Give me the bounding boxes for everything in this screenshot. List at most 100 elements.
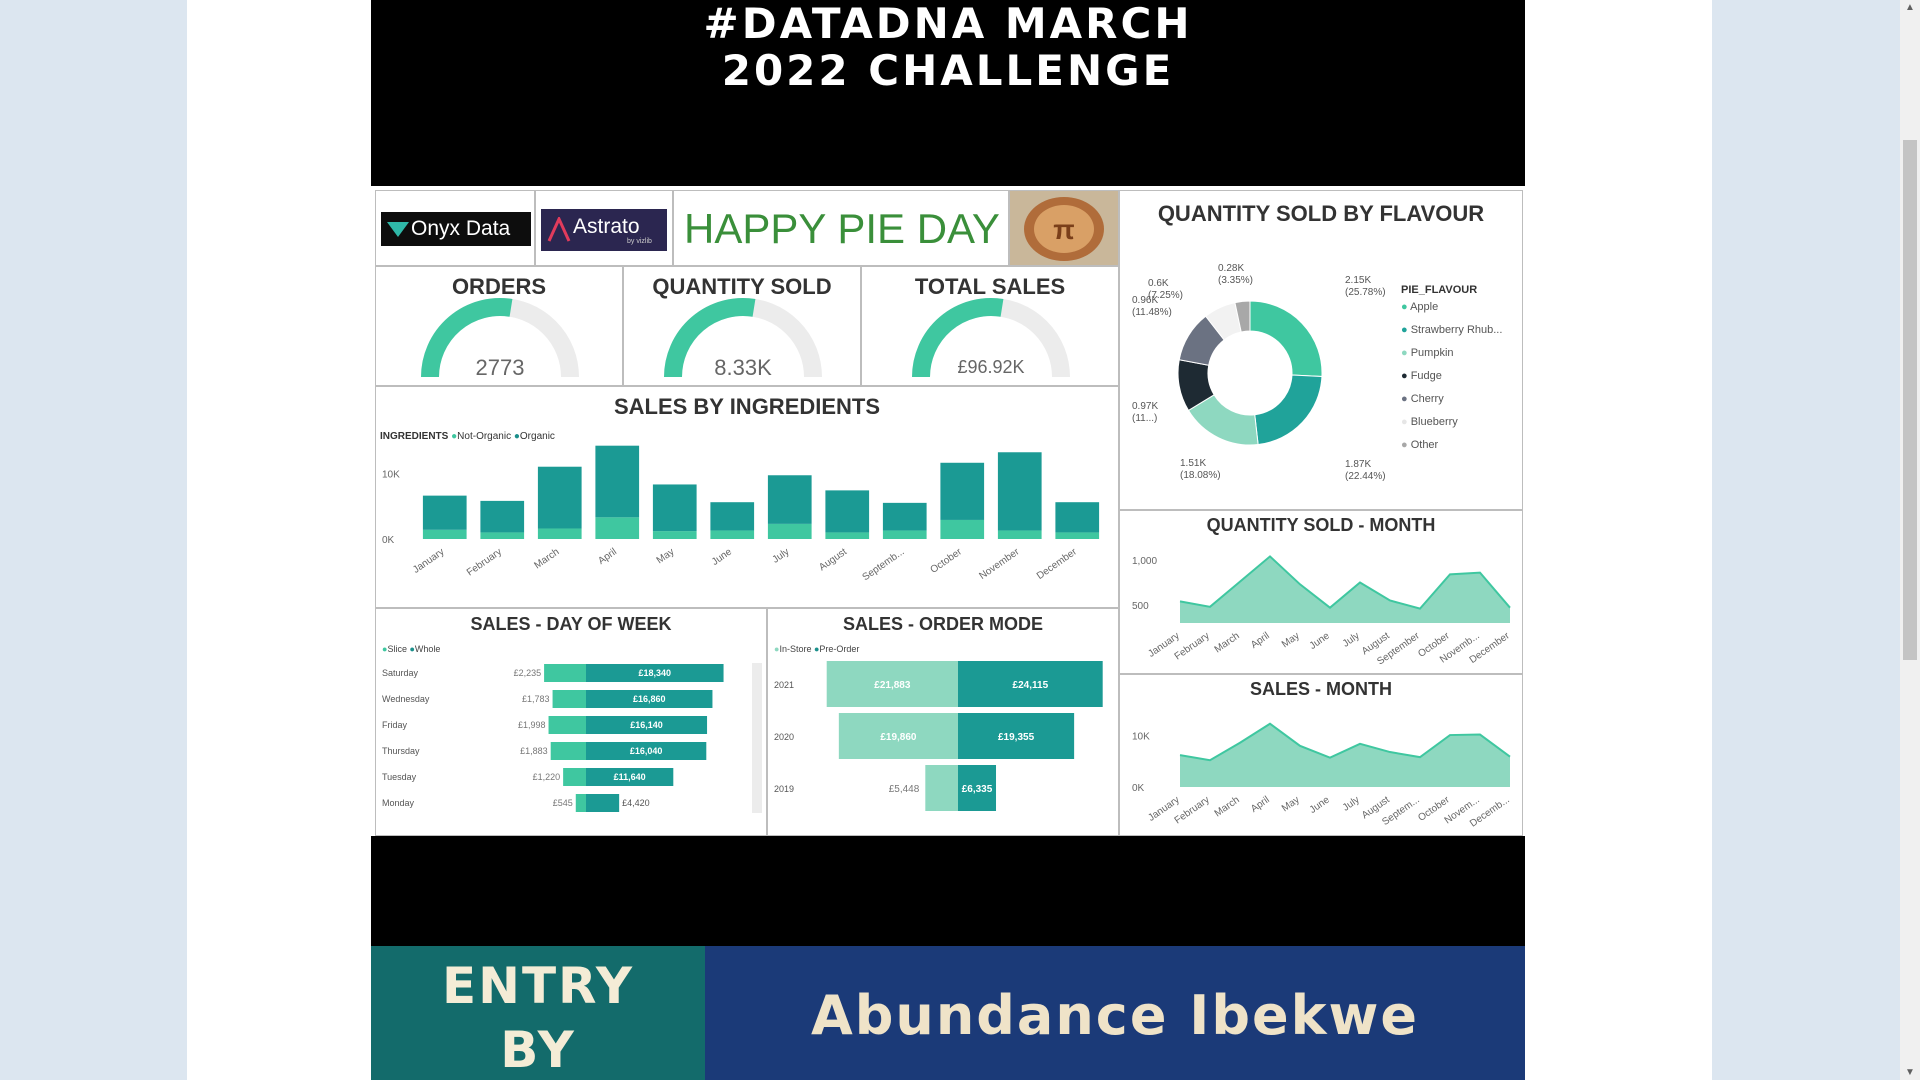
bar-organic	[537, 466, 582, 529]
day-of-week-bar-chart: Saturday £2,235 £18,340 Wednesday £1,783 £16,…	[382, 664, 724, 812]
legend-dot-whole: ●	[409, 644, 415, 654]
bar-slice-label: £2,235	[514, 668, 542, 678]
dashboard: Onyx Data Astrato by vizlib HAPPY PIE DA…	[371, 186, 1525, 836]
bar-pre-order	[958, 713, 1075, 759]
bar-slice	[548, 716, 586, 734]
category-label: Tuesday	[382, 772, 417, 782]
flavour-legend-item[interactable]: ● Strawberry Rhub...	[1401, 324, 1502, 347]
category-label: 2019	[774, 784, 794, 794]
legend-organic: Organic	[519, 431, 555, 442]
pie-image-cell: π	[1009, 190, 1119, 266]
orders-kpi-card: ORDERS 2773	[375, 266, 623, 386]
legend-pre-order: Pre-Order	[819, 644, 860, 654]
bar-not-organic	[480, 532, 525, 539]
bar-whole	[586, 690, 713, 708]
flavour-legend-label: Blueberry	[1410, 416, 1458, 428]
bar-whole-label: £18,340	[639, 668, 672, 678]
bar-organic	[1055, 502, 1100, 533]
flavour-legend-item[interactable]: ● Pumpkin	[1401, 347, 1502, 370]
bar-organic	[480, 500, 525, 533]
bar-slice	[550, 742, 586, 760]
flavour-legend-item[interactable]: ● Blueberry	[1401, 416, 1502, 439]
pie-image: π	[1010, 191, 1118, 265]
donut-slice-label-pct: (11.48%)	[1132, 307, 1172, 318]
ingredients-bar-chart: 10K 0K January February March April May June Jul…	[382, 445, 1100, 583]
bar-in-store-label: £21,883	[874, 680, 911, 691]
x-tick-label: December	[1035, 546, 1080, 582]
happy-pie-day-cell: HAPPY PIE DAY	[673, 190, 1009, 266]
legend-dot-not-organic: ●	[451, 431, 458, 442]
bar-in-store-label: £19,860	[880, 732, 917, 743]
bar-not-organic	[537, 528, 582, 539]
x-tick-label: July	[1341, 794, 1362, 813]
orders-kpi-value: 2773	[475, 355, 525, 380]
bar-whole	[586, 664, 724, 682]
flavour-legend-label: Pumpkin	[1410, 347, 1454, 359]
ingredients-legend-title: INGREDIENTS	[380, 431, 449, 442]
x-tick-label: May	[1280, 794, 1302, 814]
flavour-legend-item[interactable]: ● Fudge	[1401, 370, 1502, 393]
entry-line2: BY	[500, 1021, 576, 1079]
y-tick-label: 0K	[1132, 783, 1145, 794]
x-tick-label: March	[1213, 630, 1242, 655]
onyx-logo-cell: Onyx Data	[375, 190, 535, 266]
flavour-legend-item[interactable]: ● Cherry	[1401, 393, 1502, 416]
donut-slice-label: 0.28K (3.35%)	[1218, 263, 1253, 286]
bar-organic	[997, 452, 1042, 531]
scrollbar-thumb[interactable]	[1903, 140, 1917, 660]
donut-slice	[1234, 300, 1251, 333]
quantity-sold-gauge-fill	[664, 298, 756, 378]
flavour-legend-label: Strawberry Rhub...	[1410, 324, 1503, 336]
quantity-sold-kpi-card: QUANTITY SOLD 8.33K	[623, 266, 861, 386]
challenge-title-line2: 2022 CHALLENGE	[721, 46, 1175, 95]
legend-not-organic: Not-Organic	[457, 431, 512, 442]
bar-not-organic	[710, 530, 755, 539]
scroll-up-arrow-icon[interactable]: ▲	[1905, 2, 1915, 13]
bar-slice	[544, 664, 586, 682]
onyx-heart-icon	[387, 222, 409, 237]
orders-gauge-fill	[421, 298, 513, 378]
bar-whole-label: £4,420	[622, 798, 650, 808]
bar-not-organic	[595, 517, 640, 539]
y-tick-label: 1,000	[1132, 556, 1157, 567]
x-tick-label: April	[1249, 630, 1272, 650]
challenge-title-line1: #DATADNA MARCH	[703, 0, 1193, 48]
x-tick-label: October	[929, 546, 965, 576]
total-sales-kpi-card: TOTAL SALES £96.92K	[861, 266, 1119, 386]
x-tick-label: February	[465, 546, 504, 578]
flavour-donut-card: QUANTITY SOLD BY FLAVOUR 2.15K (25.78%) 1.…	[1119, 190, 1523, 510]
day-of-week-scrollbar[interactable]	[752, 663, 762, 813]
ingredients-card: SALES BY INGREDIENTS INGREDIENTS ●Not-Or…	[375, 386, 1119, 608]
challenge-title: #DATADNA MARCH 2022 CHALLENGE	[371, 0, 1525, 94]
flavour-legend-item[interactable]: ● Other	[1401, 439, 1502, 462]
flavour-legend-item[interactable]: ● Apple	[1401, 301, 1502, 324]
bar-pre-order-label: £19,355	[998, 732, 1035, 743]
bar-pre-order	[958, 661, 1103, 707]
bar-not-organic	[825, 532, 870, 539]
bar-not-organic	[882, 530, 927, 539]
bar-slice-label: £1,883	[520, 746, 548, 756]
entry-line1: ENTRY	[441, 957, 635, 1015]
astrato-logo-cell: Astrato by vizlib	[535, 190, 673, 266]
x-tick-label: April	[596, 546, 619, 566]
legend-dot-in-store: ●	[774, 644, 780, 654]
bar-not-organic	[422, 529, 467, 539]
category-label: Thursday	[382, 746, 420, 756]
legend-dot-icon: ●	[1401, 347, 1411, 359]
day-of-week-card: SALES - DAY OF WEEK ●Slice ●Whole Saturd…	[375, 608, 767, 836]
scroll-down-arrow-icon[interactable]: ▼	[1905, 1067, 1915, 1078]
total-sales-kpi-value: £96.92K	[957, 357, 1025, 377]
bar-whole	[586, 768, 674, 786]
astrato-a-icon	[547, 217, 571, 242]
quantity-month-card: QUANTITY SOLD - MONTH 1,000 500 January Feb…	[1119, 510, 1523, 674]
y-tick-label: 0K	[382, 535, 395, 546]
orders-kpi-title: ORDERS	[451, 274, 547, 299]
vertical-scrollbar[interactable]: ▲ ▼	[1900, 0, 1920, 1080]
order-mode-card: SALES - ORDER MODE ●In-Store ●Pre-Order …	[767, 608, 1119, 836]
bar-in-store-label: £5,448	[889, 784, 920, 795]
total-sales-kpi-title: TOTAL SALES	[914, 274, 1066, 299]
bar-pre-order-label: £24,115	[1013, 680, 1049, 691]
category-label: Monday	[382, 798, 415, 808]
astrato-logo-text: Astrato	[573, 215, 640, 238]
